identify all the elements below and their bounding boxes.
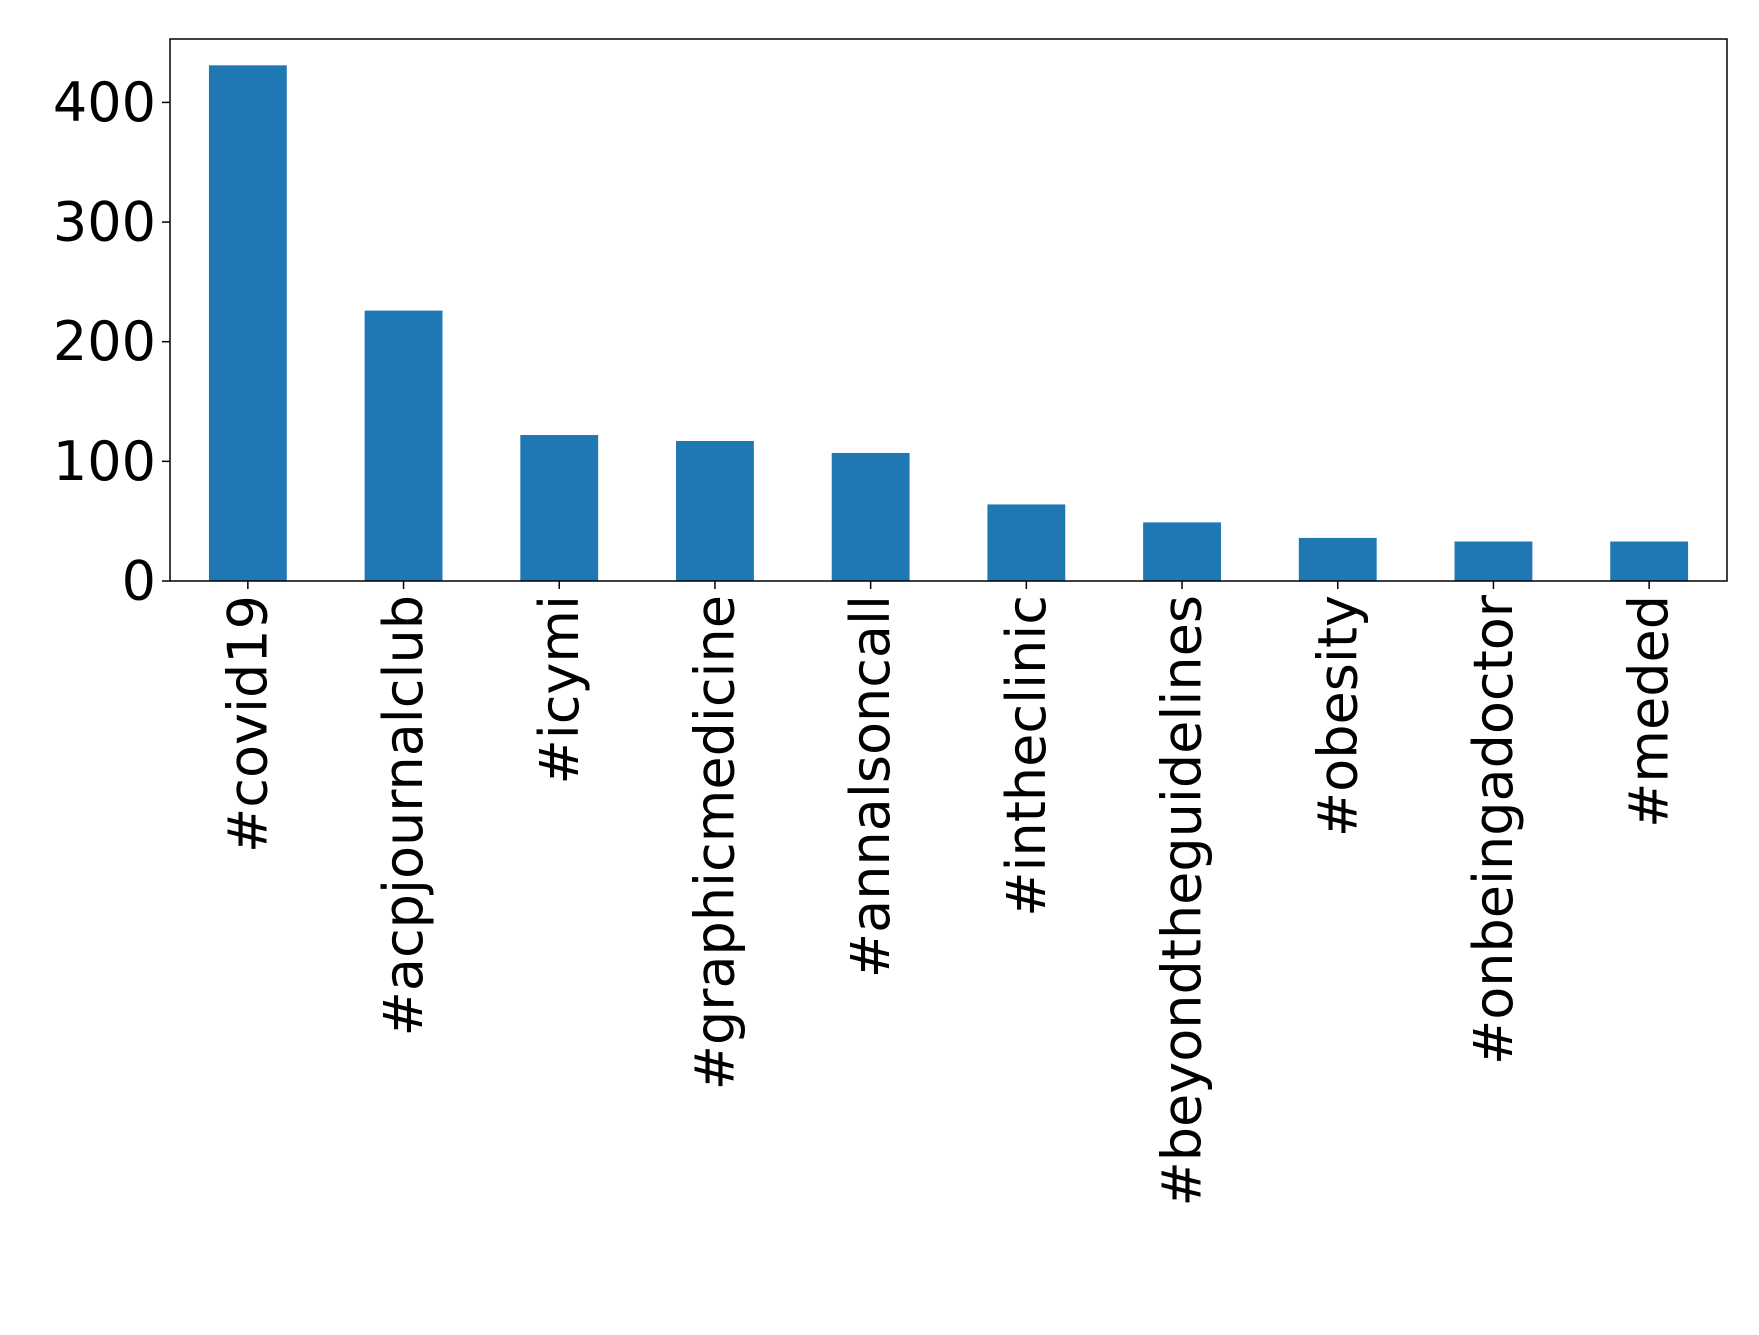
bar — [1298, 537, 1377, 581]
x-tick-label: #acpjournalclub — [372, 595, 435, 1036]
x-tick-label: #covid19 — [216, 595, 279, 853]
x-tick-label: #meded — [1618, 595, 1681, 828]
y-tick-label: 300 — [53, 191, 156, 254]
plot-frame — [169, 38, 1728, 582]
x-tick-label: #graphicmedicine — [683, 595, 746, 1090]
x-tick-label: #obesity — [1306, 595, 1369, 837]
x-tick-label: #beyondtheguidelines — [1151, 595, 1214, 1206]
bar — [1610, 541, 1689, 581]
bar — [831, 452, 910, 581]
bar — [676, 441, 754, 581]
x-tick-label: #annalsoncall — [839, 595, 902, 978]
y-tick-label: 400 — [53, 71, 156, 134]
bar — [520, 435, 599, 581]
bar — [1454, 541, 1533, 581]
y-tick-label: 0 — [122, 550, 156, 613]
x-tick-label: #onbeingadoctor — [1462, 594, 1525, 1065]
bar — [1143, 522, 1221, 581]
y-tick-label: 100 — [53, 430, 156, 493]
bar — [987, 504, 1066, 581]
x-tick-label: #intheclinic — [995, 595, 1058, 917]
x-tick-label: #icymi — [528, 595, 591, 785]
bar — [364, 310, 443, 581]
bar — [208, 65, 287, 582]
y-tick-label: 200 — [53, 310, 156, 373]
